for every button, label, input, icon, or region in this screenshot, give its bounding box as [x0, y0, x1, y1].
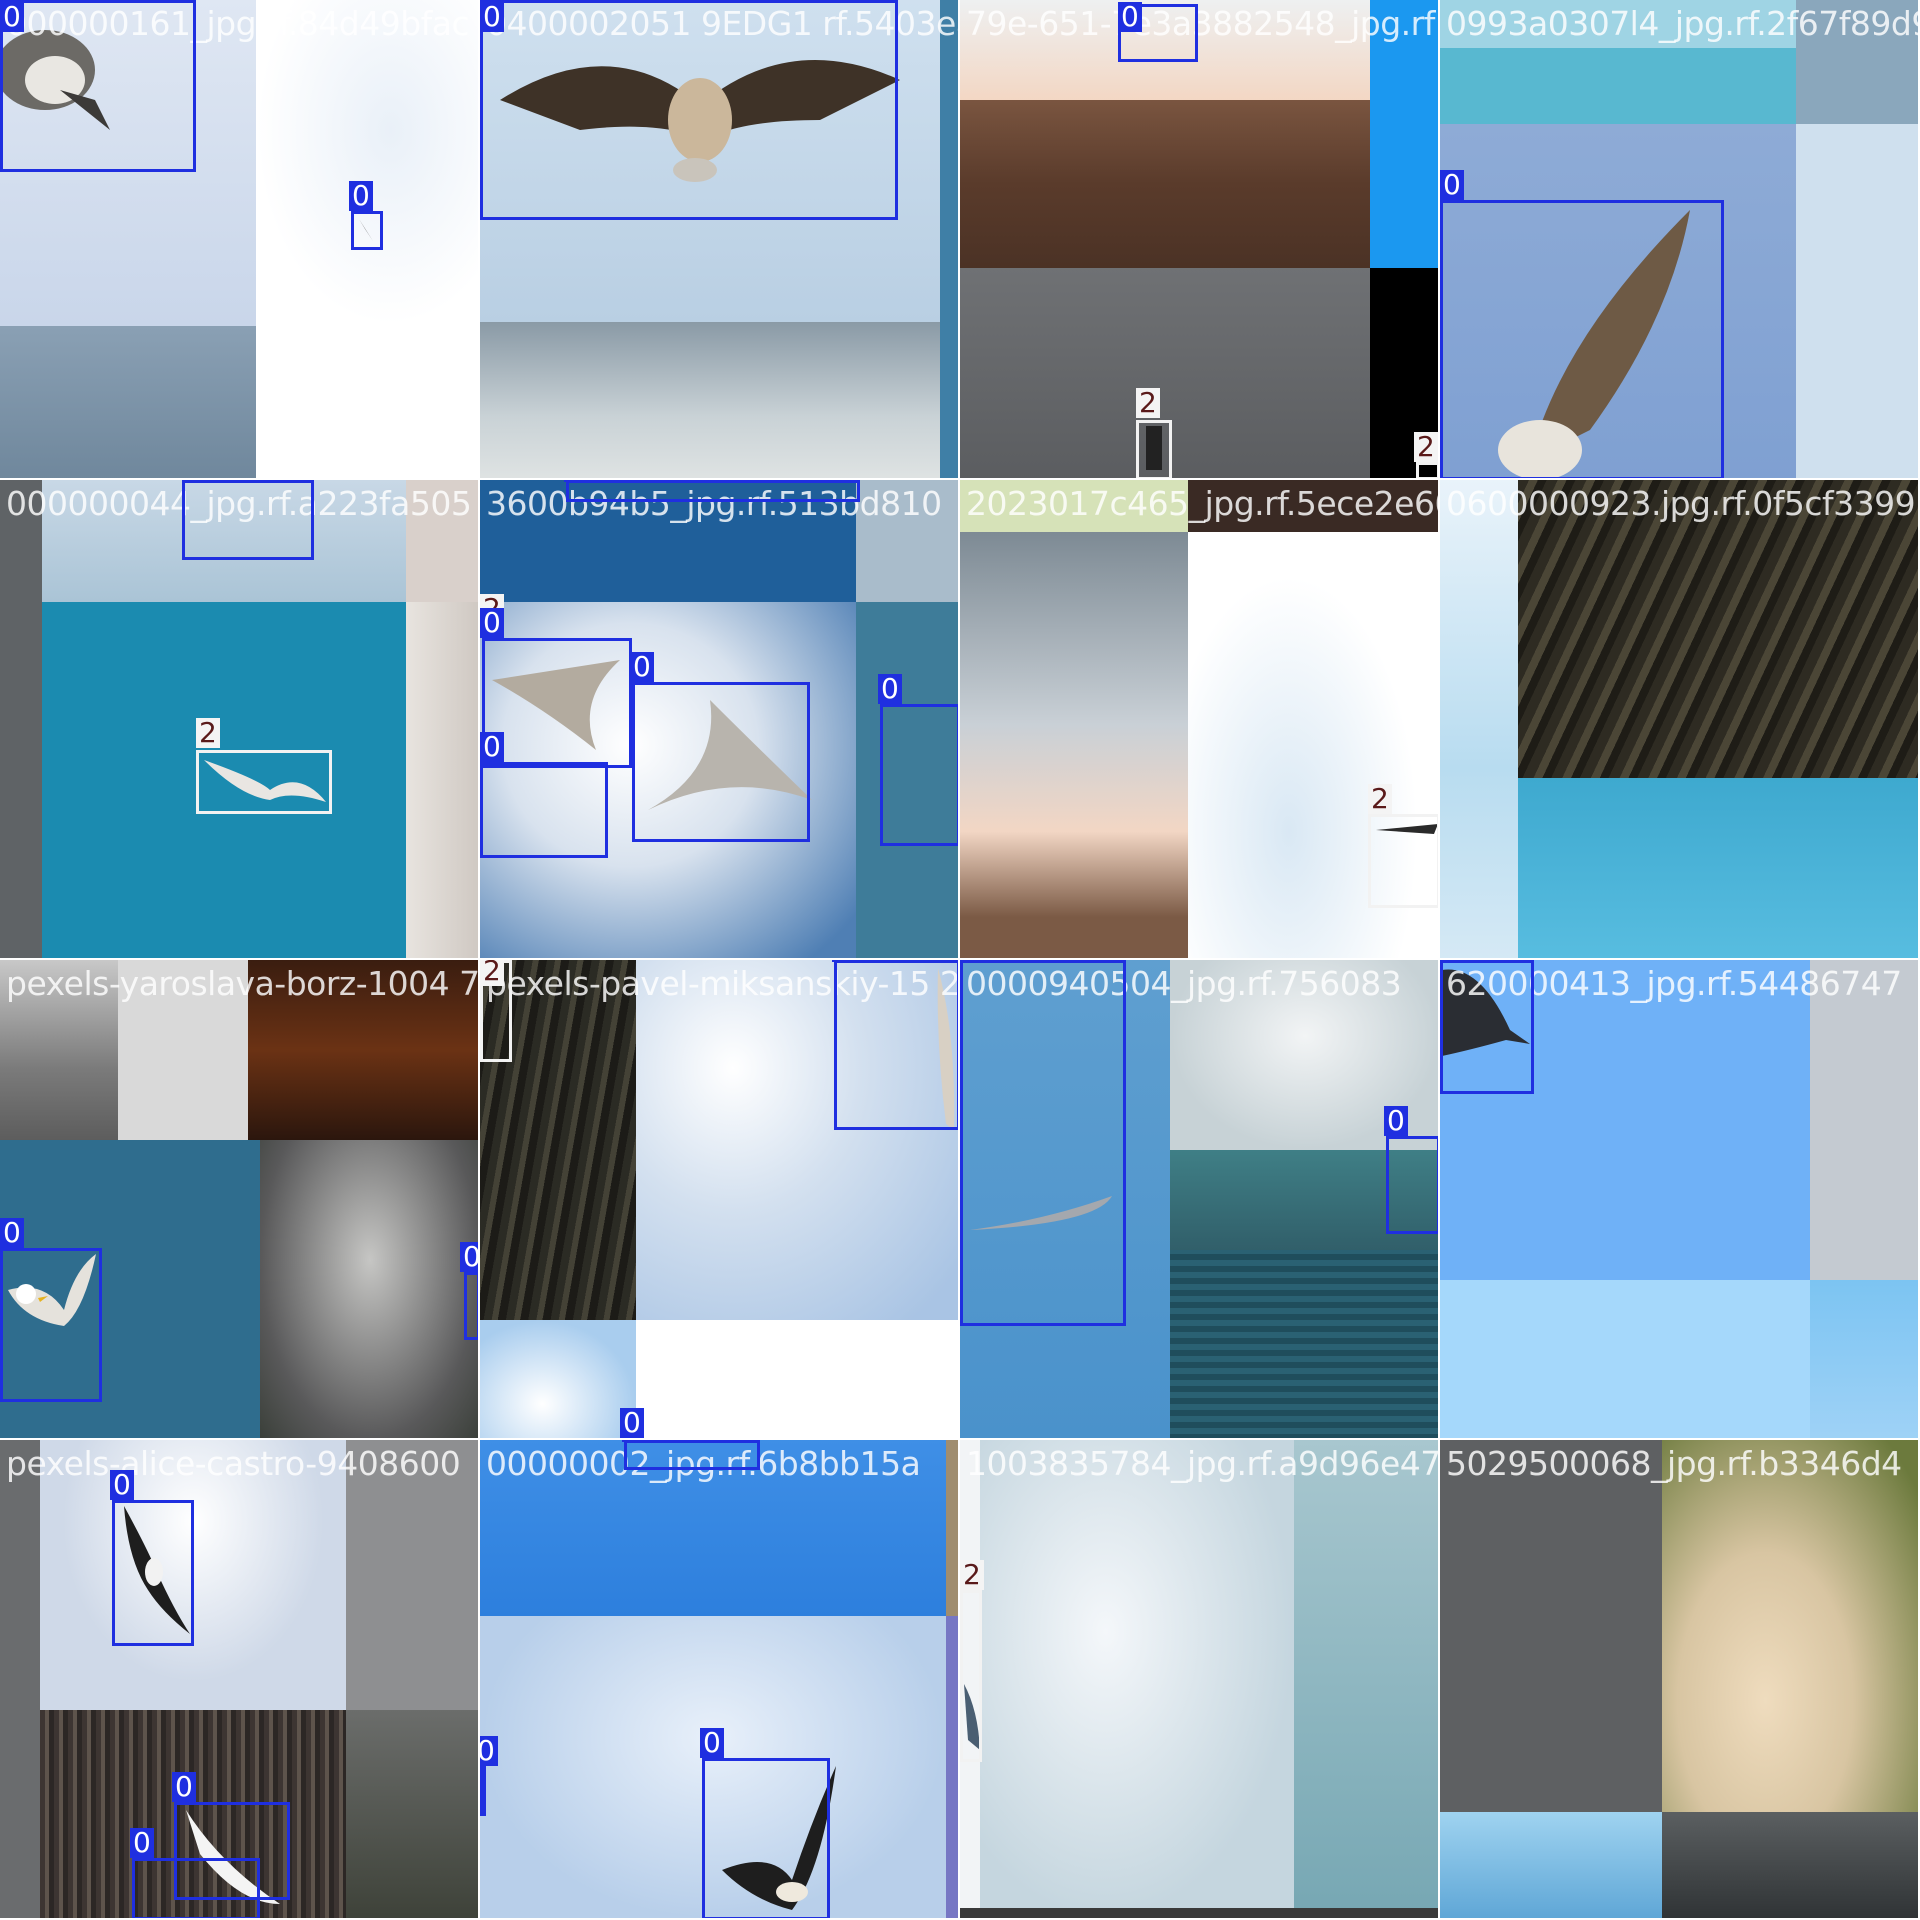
detection-box [196, 750, 332, 814]
detection-box [702, 1758, 830, 1918]
bird-image [937, 968, 955, 1130]
bird-image [492, 660, 620, 750]
detection-label: 0 [0, 1218, 24, 1248]
detection-box [624, 1440, 760, 1470]
detection-label: 0 [1384, 1106, 1408, 1136]
detection-box [1440, 200, 1724, 478]
mosaic-tile-14: 00000002_jpg.rf.6b8bb15a 0 0 0 [480, 1440, 960, 1920]
bird-image [1376, 824, 1438, 834]
detection-box [632, 682, 810, 842]
bird-image [964, 1684, 980, 1750]
detection-box [1416, 462, 1438, 478]
detection-label: 0 [700, 1728, 724, 1758]
detection-label: 0 [564, 480, 588, 482]
mosaic-tile-11: 0000940504_jpg.rf.756083 0 0 [960, 960, 1440, 1440]
detection-label: 2 [960, 1560, 984, 1590]
detection-label: 0 [110, 1470, 134, 1500]
detection-box [0, 0, 196, 172]
bird-image [648, 700, 812, 810]
detection-label: 0 [1440, 960, 1464, 962]
mosaic-tile-8: 0600000923.jpg.rf.0f5cf3399 [1440, 480, 1920, 960]
mosaic-tile-3: 79e-651-7e3a3882548_jpg.rf 0 2 2 [960, 0, 1440, 480]
detection-box [1368, 814, 1438, 908]
bird-image [500, 60, 900, 182]
detection-box [182, 480, 314, 560]
detection-label: 2 [1414, 432, 1438, 462]
detection-label: 0 [480, 1736, 498, 1766]
detection-label: 0 [832, 960, 856, 962]
bird-image [204, 760, 326, 802]
detection-label: 0 [480, 608, 504, 638]
detection-label: 0 [130, 1828, 154, 1858]
bird-image [124, 1506, 190, 1634]
bird-image [0, 30, 110, 130]
detection-label: 0 [622, 1440, 646, 1442]
detection-label: 0 [480, 732, 504, 762]
detection-label: 0 [620, 1408, 644, 1438]
bird-image [1146, 426, 1162, 470]
detection-label: 2 [480, 960, 504, 986]
detection-box [880, 704, 958, 846]
detection-label: 2 [1368, 784, 1392, 814]
detection-box [566, 480, 860, 502]
detection-box [112, 1500, 194, 1646]
detection-label: 0 [172, 1772, 196, 1802]
detection-box [480, 762, 608, 858]
detection-label: 0 [460, 1242, 478, 1272]
bird-image [970, 1196, 1112, 1230]
mosaic-tile-12: 620000413_jpg.rf.54486747 0 [1440, 960, 1920, 1440]
detection-box [960, 960, 1126, 1326]
detection-label: 0 [960, 960, 984, 962]
detection-box [351, 211, 383, 250]
mosaic-tile-9: pexels-yaroslava-borz-1004 788_jpg.rf 0 … [0, 960, 480, 1440]
bird-image [186, 1810, 280, 1904]
mosaic-tile-13: pexels-alice-castro-9408600 0 0 0 [0, 1440, 480, 1920]
detection-label: 2 [196, 718, 220, 748]
detection-label: 0 [480, 2, 504, 32]
bird-image [8, 1254, 96, 1326]
detection-label: 0 [1118, 2, 1142, 32]
bird-image [1498, 210, 1690, 478]
mosaic-tile-5: 000000044_jpg.rf.a223fa505 0 2 [0, 480, 480, 960]
mosaic-tile-6: 3600b94b5_jpg.rf.513bd810 0 2 0 0 0 0 [480, 480, 960, 960]
detection-box [1136, 420, 1172, 478]
mosaic-tile-16: 5029500068_jpg.rf.b3346d4 [1440, 1440, 1920, 1920]
detection-box [174, 1802, 290, 1900]
detection-label: 0 [0, 2, 24, 32]
detection-label: 0 [630, 652, 654, 682]
detection-box [480, 1766, 486, 1816]
detection-box [0, 1248, 102, 1402]
detection-box [464, 1272, 478, 1340]
detection-label: 0 [1440, 170, 1464, 200]
mosaic-tile-1: 000000161_jpg.rf.84d49bfac 0 0 [0, 0, 480, 480]
detection-box [482, 638, 632, 768]
detection-label: 0 [349, 181, 373, 211]
detection-box [960, 1590, 982, 1762]
detection-box [1440, 960, 1534, 1094]
mosaic-tile-15: 1003835784_jpg.rf.a9d96e47 2 [960, 1440, 1440, 1920]
mosaic-tile-4: 0993a0307l4_jpg.rf.2f67f89d9 0 [1440, 0, 1920, 480]
bird-image [359, 219, 373, 241]
detection-box [132, 1858, 260, 1918]
mosaic-tile-10: pexels-pavel-miksanskiy-15 2688 2 0 0 [480, 960, 960, 1440]
detection-box [1386, 1136, 1438, 1234]
detection-label: 2 [1136, 388, 1160, 418]
mosaic-tile-2: 0400002051 9EDG1 rf.5403eaec 0 [480, 0, 960, 480]
detection-box [1118, 4, 1198, 62]
bird-image [722, 1766, 836, 1910]
detection-box [834, 960, 958, 1130]
detection-box [480, 0, 898, 220]
detection-label: 0 [878, 674, 902, 704]
bird-image [1442, 969, 1530, 1056]
mosaic-tile-7: 2023017c465_jpg.rf.5ece2e60 2 [960, 480, 1440, 960]
